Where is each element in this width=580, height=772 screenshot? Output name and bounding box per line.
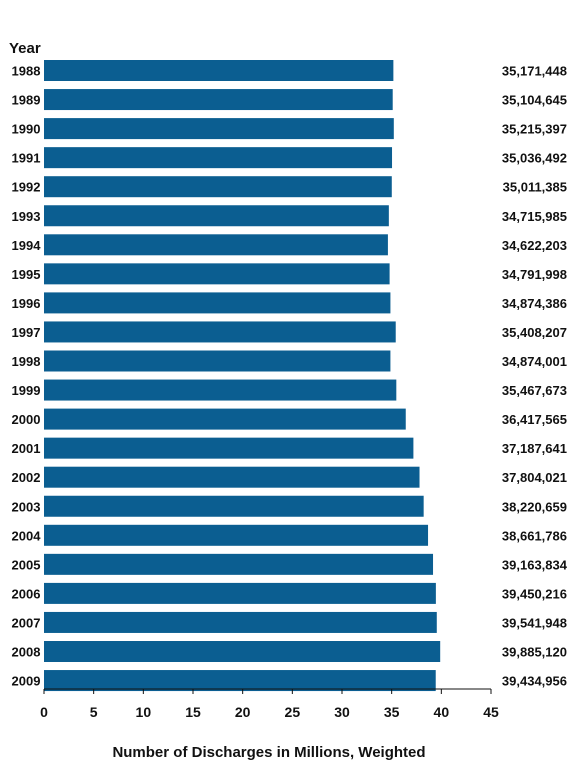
x-tick-label-30: 30 [334, 704, 350, 720]
bar-2006 [44, 582, 436, 604]
value-label-1992: 35,011,385 [503, 180, 567, 195]
x-tick-label-40: 40 [434, 704, 450, 720]
bar-1991 [44, 147, 393, 169]
year-label-2008: 2008 [12, 645, 41, 660]
year-label-1999: 1999 [12, 383, 41, 398]
value-label-2003: 38,220,659 [502, 499, 567, 514]
year-label-1993: 1993 [12, 209, 41, 224]
value-label-2008: 39,885,120 [502, 645, 567, 660]
value-label-2001: 37,187,641 [502, 441, 567, 456]
x-tick-label-35: 35 [384, 704, 400, 720]
bar-2000 [44, 408, 406, 430]
value-label-2000: 36,417,565 [502, 412, 567, 427]
year-label-2002: 2002 [12, 470, 41, 485]
bar-2001 [44, 437, 414, 459]
year-label-2006: 2006 [12, 586, 41, 601]
bar-1988 [44, 60, 394, 81]
bar-2004 [44, 524, 429, 546]
bar-2002 [44, 466, 420, 488]
year-label-1994: 1994 [12, 238, 42, 253]
bar-1989 [44, 89, 393, 111]
value-label-1990: 35,215,397 [502, 122, 567, 137]
x-axis-title: Number of Discharges in Millions, Weight… [112, 744, 425, 761]
year-label-2007: 2007 [12, 615, 41, 630]
x-tick-label-15: 15 [185, 704, 201, 720]
year-label-2009: 2009 [12, 674, 41, 689]
x-tick-label-0: 0 [40, 704, 48, 720]
value-label-1998: 34,874,001 [502, 354, 567, 369]
bar-2007 [44, 611, 437, 633]
value-label-1999: 35,467,673 [502, 383, 567, 398]
value-label-2007: 39,541,948 [502, 615, 567, 630]
x-tick-label-25: 25 [285, 704, 301, 720]
x-tick-label-5: 5 [90, 704, 98, 720]
year-label-1992: 1992 [12, 180, 41, 195]
bar-1998 [44, 350, 391, 372]
value-label-1989: 35,104,645 [502, 93, 567, 108]
bar-1996 [44, 292, 391, 314]
value-label-2004: 38,661,786 [502, 528, 567, 543]
year-label-2004: 2004 [12, 528, 42, 543]
x-ticks-group: 0 5 10 15 20 25 30 35 40 45 [40, 689, 499, 720]
value-label-1995: 34,791,998 [502, 267, 567, 282]
value-labels-group: 35,171,448 35,104,645 35,215,397 35,036,492… [502, 64, 568, 689]
value-label-2006: 39,450,216 [502, 586, 567, 601]
bar-1993 [44, 205, 389, 227]
bar-2009 [44, 670, 436, 692]
y-axis-title: Year [9, 40, 41, 57]
bar-1992 [44, 176, 392, 198]
year-label-1998: 1998 [12, 354, 41, 369]
year-label-1989: 1989 [12, 93, 41, 108]
year-label-2003: 2003 [12, 499, 41, 514]
value-label-1997: 35,408,207 [502, 325, 567, 340]
value-label-2005: 39,163,834 [502, 557, 568, 572]
value-label-1996: 34,874,386 [502, 296, 567, 311]
value-label-2009: 39,434,956 [502, 674, 567, 689]
year-label-2001: 2001 [12, 441, 41, 456]
bar-1990 [44, 118, 394, 140]
year-label-1990: 1990 [12, 122, 41, 137]
bar-1999 [44, 379, 397, 401]
bar-2008 [44, 641, 441, 662]
bar-2003 [44, 495, 424, 517]
year-labels-group: 1988 1989 1990 1991 1992 1993 1994 1995 1996 1997… [12, 64, 42, 689]
value-label-1988: 35,171,448 [502, 64, 567, 79]
year-label-2005: 2005 [12, 557, 41, 572]
bar-1994 [44, 234, 388, 256]
year-label-1996: 1996 [12, 296, 41, 311]
bar-2005 [44, 553, 434, 575]
bars-group [44, 60, 441, 692]
year-label-1995: 1995 [12, 267, 41, 282]
value-label-2002: 37,804,021 [502, 470, 567, 485]
x-tick-label-45: 45 [483, 704, 499, 720]
year-label-1988: 1988 [12, 64, 41, 79]
value-label-1991: 35,036,492 [502, 151, 567, 166]
x-tick-label-20: 20 [235, 704, 251, 720]
x-tick-label-10: 10 [136, 704, 152, 720]
year-label-2000: 2000 [12, 412, 41, 427]
year-label-1991: 1991 [12, 151, 41, 166]
year-label-1997: 1997 [12, 325, 41, 340]
bar-1995 [44, 263, 390, 285]
bar-1997 [44, 321, 396, 343]
value-label-1994: 34,622,203 [502, 238, 567, 253]
value-label-1993: 34,715,985 [502, 209, 567, 224]
